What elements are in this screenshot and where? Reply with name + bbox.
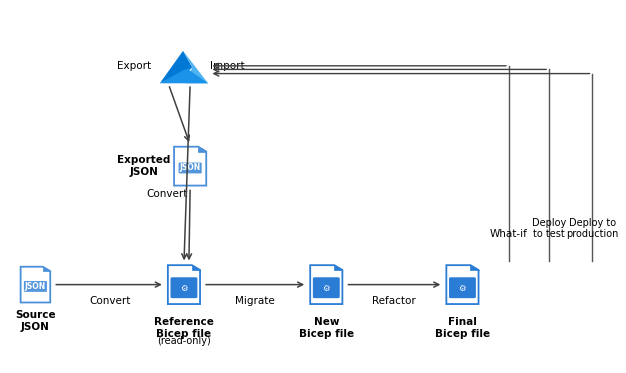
Polygon shape — [43, 267, 50, 271]
Text: Source
JSON: Source JSON — [15, 310, 56, 332]
Text: Deploy
to test: Deploy to test — [532, 218, 566, 239]
Polygon shape — [471, 265, 478, 270]
Polygon shape — [192, 265, 200, 270]
Text: Convert: Convert — [146, 189, 187, 199]
Text: JSON: JSON — [25, 282, 46, 291]
Polygon shape — [334, 265, 342, 270]
Text: Convert: Convert — [89, 296, 130, 306]
Polygon shape — [174, 147, 206, 186]
Text: Refactor: Refactor — [372, 296, 416, 306]
Text: Exported
JSON: Exported JSON — [117, 155, 170, 177]
Text: Reference
Bicep file: Reference Bicep file — [154, 317, 214, 339]
Text: Export: Export — [118, 61, 151, 70]
Text: Deploy to
production: Deploy to production — [567, 218, 618, 239]
Text: New
Bicep file: New Bicep file — [299, 317, 354, 339]
Polygon shape — [160, 51, 192, 83]
FancyBboxPatch shape — [170, 277, 197, 298]
Polygon shape — [310, 265, 342, 304]
Polygon shape — [183, 51, 208, 83]
FancyBboxPatch shape — [449, 277, 476, 298]
Polygon shape — [21, 267, 50, 303]
Text: ⚙: ⚙ — [322, 284, 330, 293]
Text: Migrate: Migrate — [235, 296, 275, 306]
Text: (read-only): (read-only) — [157, 336, 211, 345]
Text: What-if: What-if — [490, 229, 528, 239]
Polygon shape — [168, 265, 200, 304]
Text: JSON: JSON — [180, 163, 201, 172]
FancyBboxPatch shape — [313, 277, 340, 298]
Polygon shape — [160, 68, 208, 83]
Text: Final
Bicep file: Final Bicep file — [435, 317, 490, 339]
Text: ⚙: ⚙ — [180, 284, 188, 293]
Polygon shape — [446, 265, 478, 304]
Text: ⚙: ⚙ — [459, 284, 466, 293]
Text: Import: Import — [210, 61, 245, 70]
Polygon shape — [198, 147, 206, 151]
